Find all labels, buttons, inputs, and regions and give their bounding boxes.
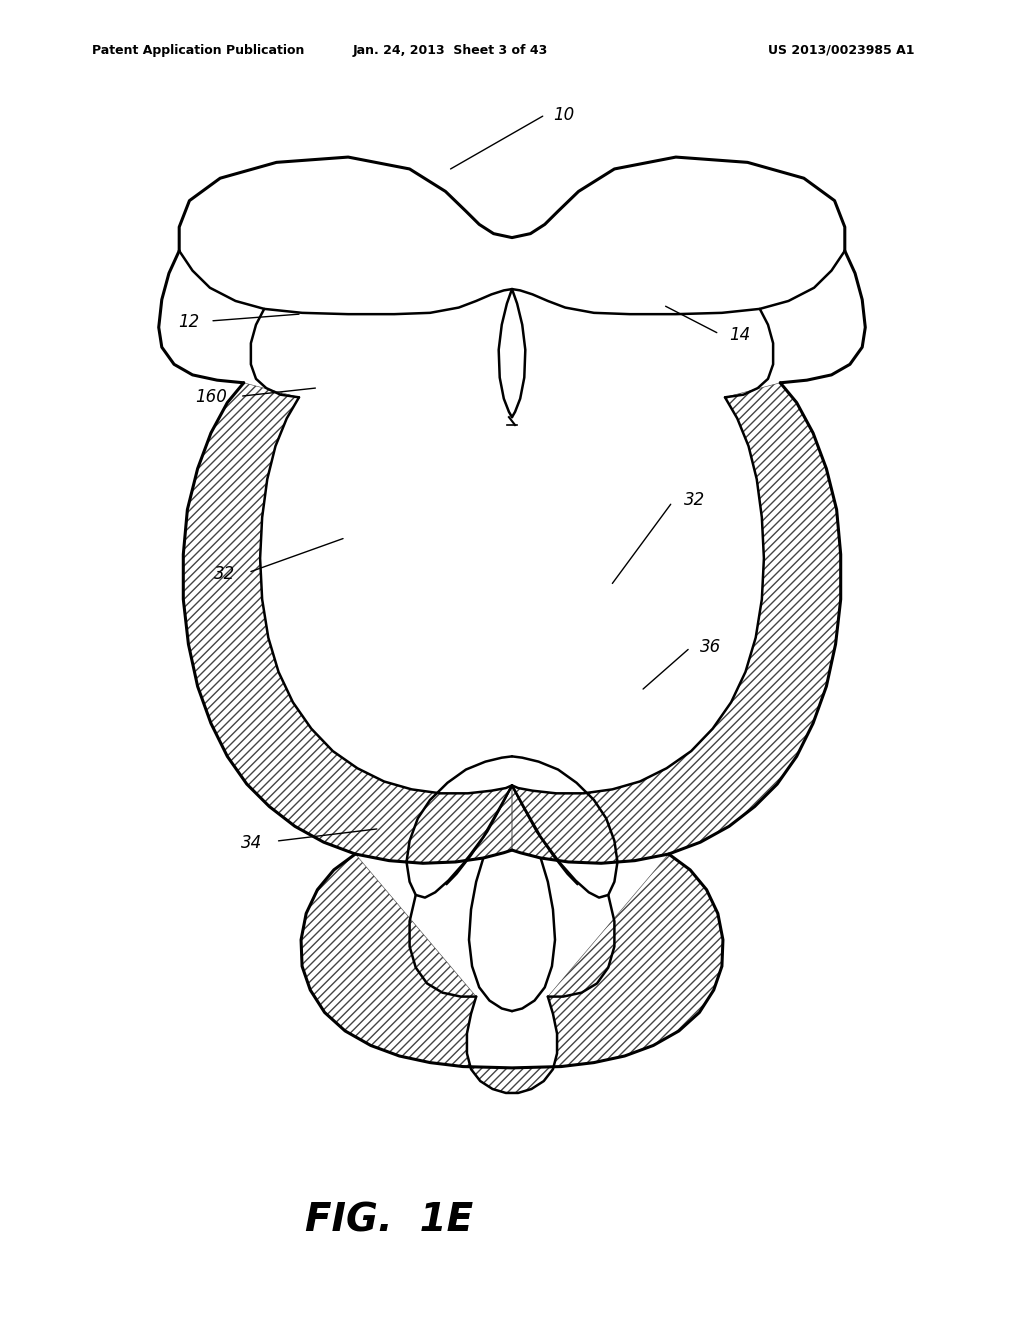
Text: Patent Application Publication: Patent Application Publication <box>92 44 304 57</box>
Text: 32: 32 <box>214 565 236 583</box>
Text: 14: 14 <box>729 326 751 345</box>
Text: Jan. 24, 2013  Sheet 3 of 43: Jan. 24, 2013 Sheet 3 of 43 <box>353 44 548 57</box>
Text: FIG.  1E: FIG. 1E <box>305 1203 473 1239</box>
Text: 34: 34 <box>241 834 262 853</box>
Text: US 2013/0023985 A1: US 2013/0023985 A1 <box>768 44 914 57</box>
Text: 12: 12 <box>178 313 200 331</box>
Text: 36: 36 <box>700 638 722 656</box>
Text: 32: 32 <box>684 491 706 510</box>
Text: 160: 160 <box>196 388 227 407</box>
Text: 10: 10 <box>553 106 574 124</box>
